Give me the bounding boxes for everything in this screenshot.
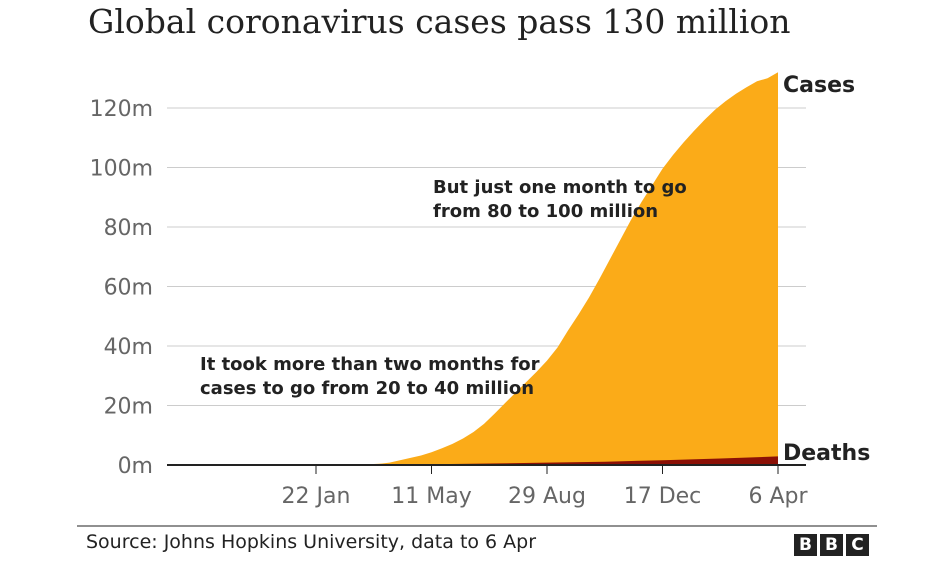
y-tick-label: 60m [104, 276, 153, 301]
y-tick-label: 20m [104, 395, 153, 420]
deaths-series-label: Deaths [783, 441, 870, 466]
grid-lines [167, 107, 806, 406]
x-tick-label: 17 Dec [624, 484, 702, 509]
cases-series-label: Cases [783, 73, 855, 98]
deaths-area [316, 456, 778, 465]
cases-area [316, 72, 778, 466]
x-tick-label: 29 Aug [508, 484, 586, 509]
y-tick-label: 0m [118, 454, 153, 479]
y-tick-label: 40m [104, 335, 153, 360]
x-axis-ticks: 22 Jan 11 May 29 Aug 17 Dec 6 Apr [282, 465, 808, 509]
x-tick-label: 6 Apr [748, 484, 808, 509]
x-tick-label: 11 May [391, 484, 471, 509]
annotation-two-months-line1: It took more than two months for [200, 354, 540, 375]
y-tick-label: 100m [90, 157, 153, 182]
bbc-logo-letter-b1: B [794, 534, 817, 556]
source-note: Source: Johns Hopkins University, data t… [86, 531, 537, 553]
y-tick-label: 80m [104, 216, 153, 241]
bbc-logo: B B C [794, 534, 869, 556]
bbc-logo-letter-b2: B [820, 534, 843, 556]
chart-title: Global coronavirus cases pass 130 millio… [88, 2, 791, 41]
bbc-logo-letter-c: C [846, 534, 869, 556]
annotation-two-months-line2: cases to go from 20 to 40 million [200, 378, 534, 399]
x-tick-label: 22 Jan [282, 484, 351, 509]
y-axis-tick-labels: 0m 20m 40m 60m 80m 100m 120m [90, 97, 153, 479]
y-tick-label: 120m [90, 97, 153, 122]
annotation-month-line1: But just one month to go [433, 177, 687, 198]
annotation-month-line2: from 80 to 100 million [433, 201, 658, 222]
